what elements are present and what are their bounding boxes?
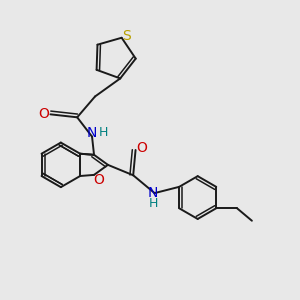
Text: H: H <box>99 126 108 139</box>
Text: N: N <box>87 126 97 140</box>
Text: O: O <box>38 107 49 121</box>
Text: N: N <box>148 186 158 200</box>
Text: O: O <box>93 173 104 187</box>
Text: S: S <box>122 29 130 43</box>
Text: H: H <box>148 197 158 210</box>
Text: O: O <box>137 141 148 154</box>
